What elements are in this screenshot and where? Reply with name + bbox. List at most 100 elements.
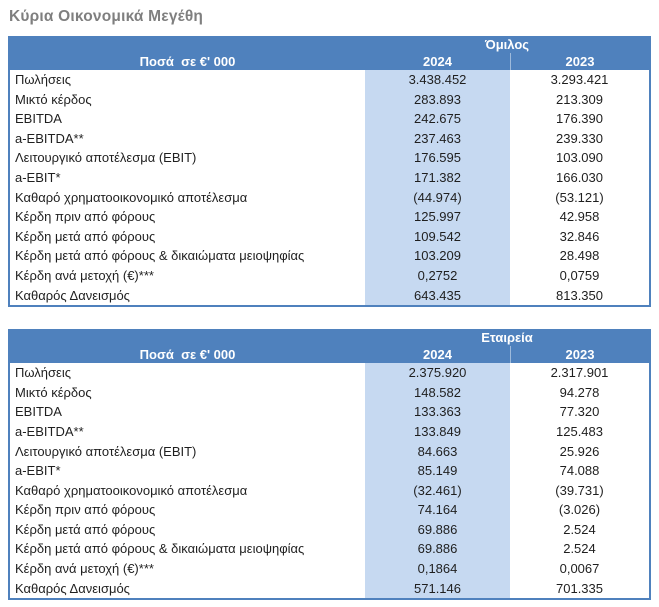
value-2024: 0,2752	[365, 265, 510, 286]
table-row: Κέρδη μετά από φόρους & δικαιώματα μειοψ…	[10, 246, 649, 266]
table-row: Λειτουργικό αποτέλεσμα (EBIT) 84.663 25.92…	[10, 441, 649, 462]
group-financials-table: Όμιλος Ποσά σε €' 000 2024 2023 Πωλήσεις…	[8, 36, 651, 308]
year-2023-header: 2023	[510, 346, 649, 364]
table-row: Μικτό κέρδος 283.893 213.309	[10, 89, 649, 110]
table-row: Λειτουργικό αποτέλεσμα (EBIT) 176.595 103.…	[10, 148, 649, 168]
metric-label: Καθαρό χρηματοοικονομικό αποτέλεσμα	[15, 189, 248, 205]
metric-label: Κέρδη μετά από φόρους & δικαιώματα μειοψ…	[15, 541, 305, 557]
company-table-body: Πωλήσεις 2.375.920 2.317.901 Μικτό κέρδος 14…	[10, 363, 649, 599]
table-row: Κέρδη ανά μετοχή (€)*** 0,2752 0,0759	[10, 265, 649, 286]
table-row: a-EBITDA** 237.463 239.330	[10, 128, 649, 149]
table-row: EBITDA 242.675 176.390	[10, 109, 649, 129]
value-2024: 2.375.920	[365, 363, 510, 383]
value-2023: 32.846	[510, 226, 649, 247]
value-2024: (44.974)	[365, 187, 510, 208]
year-2023-header: 2023	[510, 53, 649, 70]
value-2023: 701.335	[510, 578, 649, 599]
metric-label: Καθαρός Δανεισμός	[15, 580, 130, 596]
value-2023: 0,0759	[510, 265, 649, 286]
page-title: Κύρια Οικονομικά Μεγέθη	[9, 8, 204, 25]
column-header-row: Ποσά σε €' 000 2024 2023	[10, 346, 649, 364]
metric-label: a-EBIT*	[15, 463, 61, 479]
value-2024: 3.438.452	[365, 70, 510, 90]
value-2024: 125.997	[365, 207, 510, 227]
metric-label: Κέρδη ανά μετοχή (€)***	[15, 267, 154, 283]
value-2023: (39.731)	[510, 480, 649, 501]
scope-title-company: Εταιρεία	[481, 330, 533, 346]
metric-label: EBITDA	[15, 111, 62, 127]
amounts-unit-header: Ποσά σε €' 000	[139, 347, 236, 363]
value-2023: 42.958	[510, 207, 649, 227]
metric-label: Πωλήσεις	[15, 72, 71, 87]
company-financials-table: Εταιρεία Ποσά σε €' 000 2024 2023 Πωλήσε…	[8, 329, 651, 601]
value-2024: 103.209	[365, 246, 510, 266]
table-row: Κέρδη μετά από φόρους 69.886 2.524	[10, 519, 649, 540]
table-row: Μικτό κέρδος 148.582 94.278	[10, 382, 649, 403]
value-2024: 133.363	[365, 402, 510, 422]
table-row: EBITDA 133.363 77.320	[10, 402, 649, 422]
table-row: Καθαρό χρηματοοικονομικό αποτέλεσμα (44.9…	[10, 187, 649, 208]
metric-label: Μικτό κέρδος	[15, 384, 92, 400]
value-2024: 74.164	[365, 500, 510, 520]
value-2023: (53.121)	[510, 187, 649, 208]
scope-header-row: Όμιλος	[10, 36, 649, 53]
value-2024: 571.146	[365, 578, 510, 599]
value-2023: 28.498	[510, 246, 649, 266]
value-2024: 84.663	[365, 441, 510, 462]
value-2023: 166.030	[510, 167, 649, 188]
group-table-header: Όμιλος Ποσά σε €' 000 2024 2023	[10, 36, 649, 70]
group-table-body: Πωλήσεις 3.438.452 3.293.421 Μικτό κέρδος 28…	[10, 70, 649, 306]
value-2023: 77.320	[510, 402, 649, 422]
metric-label: a-EBITDA**	[15, 130, 84, 146]
metric-label: Κέρδη μετά από φόρους & δικαιώματα μειοψ…	[15, 248, 305, 264]
year-2024-header: 2024	[423, 347, 452, 363]
column-header-row: Ποσά σε €' 000 2024 2023	[10, 53, 649, 70]
metric-label: Κέρδη μετά από φόρους	[15, 521, 156, 537]
year-2024-header: 2024	[423, 54, 452, 69]
table-row: Πωλήσεις 2.375.920 2.317.901	[10, 363, 649, 383]
metric-label: Κέρδη πριν από φόρους	[15, 209, 156, 225]
value-2023: 213.309	[510, 89, 649, 110]
value-2024: 176.595	[365, 148, 510, 168]
table-row: a-EBITDA** 133.849 125.483	[10, 421, 649, 442]
value-2024: 69.886	[365, 519, 510, 540]
value-2023: 94.278	[510, 382, 649, 403]
value-2024: 148.582	[365, 382, 510, 403]
value-2024: (32.461)	[365, 480, 510, 501]
value-2024: 283.893	[365, 89, 510, 110]
table-row: a-EBIT* 171.382 166.030	[10, 167, 649, 188]
value-2023: 176.390	[510, 109, 649, 129]
scope-title-group: Όμιλος	[484, 37, 530, 52]
value-2024: 133.849	[365, 421, 510, 442]
value-2023: 2.524	[510, 519, 649, 540]
table-row: Κέρδη μετά από φόρους & δικαιώματα μειοψ…	[10, 539, 649, 560]
metric-label: EBITDA	[15, 404, 62, 420]
metric-label: Πωλήσεις	[15, 365, 71, 381]
value-2023: 2.524	[510, 539, 649, 560]
value-2023: (3.026)	[510, 500, 649, 520]
metric-label: Καθαρός Δανεισμός	[15, 287, 130, 303]
table-row: Καθαρός Δανεισμός 643.435 813.350	[10, 285, 649, 306]
value-2023: 2.317.901	[510, 363, 649, 383]
value-2023: 74.088	[510, 461, 649, 481]
value-2024: 85.149	[365, 461, 510, 481]
value-2023: 125.483	[510, 421, 649, 442]
table-row: Κέρδη μετά από φόρους 109.542 32.846	[10, 226, 649, 247]
table-row: a-EBIT* 85.149 74.088	[10, 461, 649, 481]
value-2023: 0,0067	[510, 559, 649, 579]
table-row: Κέρδη ανά μετοχή (€)*** 0,1864 0,0067	[10, 559, 649, 579]
value-2024: 0,1864	[365, 559, 510, 579]
value-2024: 69.886	[365, 539, 510, 560]
table-row: Πωλήσεις 3.438.452 3.293.421	[10, 70, 649, 90]
value-2024: 171.382	[365, 167, 510, 188]
table-row: Κέρδη πριν από φόρους 125.997 42.958	[10, 207, 649, 227]
amounts-unit-header: Ποσά σε €' 000	[139, 54, 236, 69]
table-row: Κέρδη πριν από φόρους 74.164 (3.026)	[10, 500, 649, 520]
value-2024: 643.435	[365, 285, 510, 306]
table-row: Καθαρό χρηματοοικονομικό αποτέλεσμα (32.4…	[10, 480, 649, 501]
value-2023: 239.330	[510, 128, 649, 149]
metric-label: Κέρδη ανά μετοχή (€)***	[15, 561, 154, 577]
header-spacer	[10, 36, 365, 53]
metric-label: Κέρδη μετά από φόρους	[15, 228, 156, 244]
